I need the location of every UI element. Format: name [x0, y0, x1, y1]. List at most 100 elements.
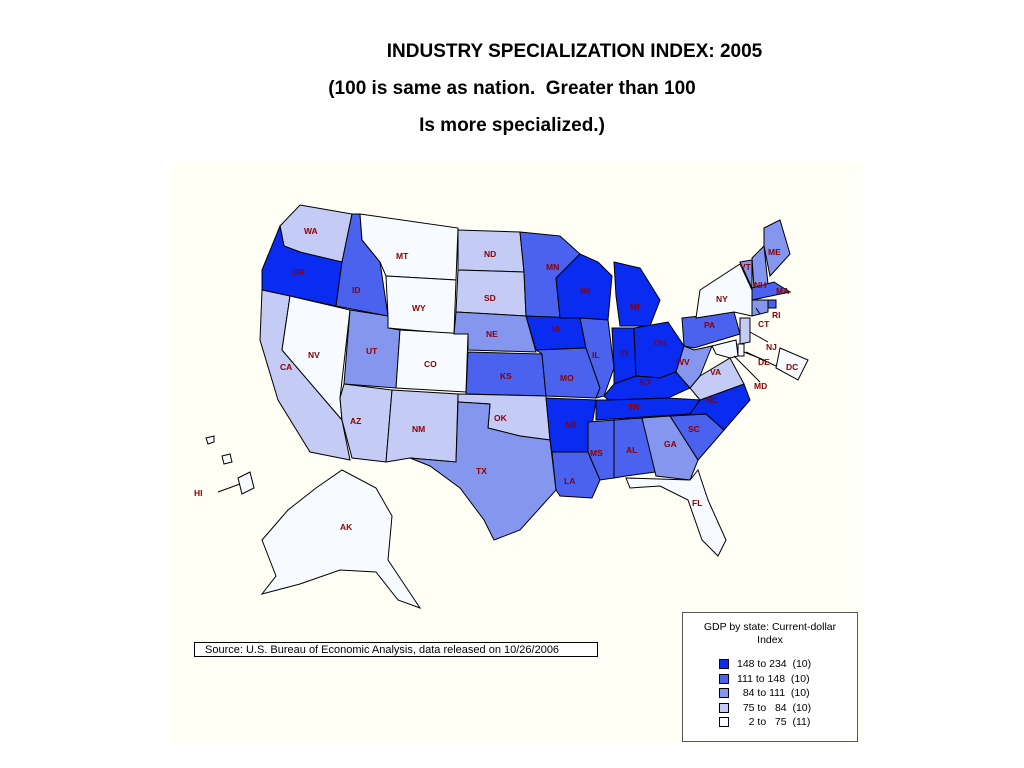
label-FL: FL — [692, 498, 702, 508]
state-GA — [641, 415, 699, 481]
label-ME: ME — [768, 247, 781, 257]
label-HI: HI — [194, 488, 203, 498]
state-WI — [555, 253, 613, 321]
legend-item-4: 75 to 84 (10) — [719, 701, 811, 716]
label-MS: MS — [590, 448, 603, 458]
state-CT — [751, 299, 769, 317]
label-CA: CA — [280, 362, 292, 372]
label-KY: KY — [640, 377, 652, 387]
leader-NJ — [749, 331, 769, 343]
legend-swatch-1 — [719, 659, 729, 670]
label-LA: LA — [564, 476, 575, 486]
state-NJ — [739, 317, 751, 345]
label-MO: MO — [560, 373, 574, 383]
legend-title: GDP by state: Current-dollar Index — [683, 621, 857, 647]
map-subtitle-line1: (100 is same as nation. Greater than 100 — [328, 78, 696, 99]
label-IA: IA — [552, 324, 561, 334]
state-MS — [587, 419, 615, 481]
state-HI — [237, 471, 255, 495]
state-TX — [409, 401, 557, 541]
title-block: INDUSTRY SPECIALIZATION INDEX: 2005 (100… — [0, 38, 1024, 149]
label-AL: AL — [626, 445, 637, 455]
label-OH: OH — [654, 338, 667, 348]
label-MD: MD — [754, 381, 767, 391]
label-NE: NE — [486, 329, 498, 339]
state-NY — [695, 263, 753, 319]
us-state-map: WA OR CA NV ID MT WY UT AZ CO NM ND SD N… — [194, 204, 809, 609]
label-DC: DC — [786, 362, 798, 372]
label-PA: PA — [704, 320, 715, 330]
state-DE — [737, 343, 745, 357]
state-labels: WA OR CA NV ID MT WY UT AZ CO NM ND SD N… — [194, 226, 798, 532]
state-MA — [751, 281, 792, 301]
label-WA: WA — [304, 226, 318, 236]
legend-item-5: 2 to 75 (11) — [719, 715, 811, 730]
label-ID: ID — [352, 285, 361, 295]
label-NH: NH — [754, 280, 766, 290]
leader-CT — [755, 307, 761, 315]
legend-swatch-3 — [719, 688, 729, 699]
state-HI-isle2 — [221, 453, 233, 465]
state-AK — [260, 469, 422, 609]
source-note: Source: U.S. Bureau of Economic Analysis… — [194, 642, 598, 657]
label-CT: CT — [758, 319, 770, 329]
leader-DC — [745, 351, 777, 367]
label-SD: SD — [484, 293, 496, 303]
legend: GDP by state: Current-dollar Index 148 t… — [682, 612, 858, 742]
label-MI: MI — [630, 302, 639, 312]
legend-label-4: 75 to 84 (10) — [737, 701, 812, 714]
label-VT: VT — [740, 262, 752, 272]
label-AK: AK — [340, 522, 353, 532]
label-DE: DE — [758, 357, 770, 367]
leader-lines — [217, 307, 777, 493]
label-VA: VA — [710, 367, 721, 377]
label-UT: UT — [366, 346, 378, 356]
state-FL — [625, 468, 727, 557]
state-IL — [579, 317, 615, 399]
label-RI: RI — [772, 310, 781, 320]
legend-swatch-4 — [719, 702, 729, 713]
label-OK: OK — [494, 413, 508, 423]
legend-item-1: 148 to 234 (10) — [719, 657, 811, 672]
state-HI-group — [205, 435, 255, 495]
map-title: INDUSTRY SPECIALIZATION INDEX: 2005 — [386, 41, 763, 62]
state-MD — [711, 339, 739, 359]
state-ME — [763, 219, 791, 278]
legend-label-3: 84 to 111 (10) — [737, 687, 810, 699]
label-NY: NY — [716, 294, 728, 304]
legend-label-2: 111 to 148 (10) — [737, 672, 810, 685]
legend-label-1: 148 to 234 (10) — [737, 658, 812, 670]
label-KS: KS — [500, 371, 512, 381]
state-HI-isle3 — [205, 435, 215, 445]
label-WY: WY — [412, 303, 426, 313]
legend-items: 148 to 234 (10) 111 to 148 (10) 84 to 11… — [719, 657, 811, 730]
legend-swatch-2 — [719, 673, 729, 684]
label-NJ: NJ — [766, 342, 777, 352]
label-IN: IN — [620, 348, 629, 358]
label-MN: MN — [546, 262, 559, 272]
label-OR: OR — [292, 267, 305, 277]
legend-title-line2: Index — [757, 634, 783, 646]
legend-swatch-5 — [719, 717, 729, 728]
label-WI: WI — [580, 286, 590, 296]
label-TX: TX — [476, 466, 487, 476]
state-MI — [613, 261, 661, 327]
state-RI — [767, 299, 777, 309]
label-AR: AR — [564, 420, 576, 430]
label-NC: NC — [706, 395, 718, 405]
leader-MD — [733, 355, 761, 383]
label-GA: GA — [664, 439, 677, 449]
label-WV: WV — [676, 357, 690, 367]
state-VT — [739, 259, 753, 289]
legend-label-5: 2 to 75 (11) — [737, 716, 811, 728]
label-TN: TN — [628, 402, 639, 412]
legend-item-3: 84 to 111 (10) — [719, 686, 811, 701]
label-NV: NV — [308, 350, 320, 360]
leader-HI — [217, 483, 241, 493]
label-SC: SC — [688, 424, 700, 434]
state-DC — [775, 347, 809, 381]
label-MT: MT — [396, 251, 409, 261]
label-AZ: AZ — [350, 416, 361, 426]
label-MA: MA — [776, 286, 789, 296]
legend-title-line1: GDP by state: Current-dollar — [703, 621, 837, 633]
